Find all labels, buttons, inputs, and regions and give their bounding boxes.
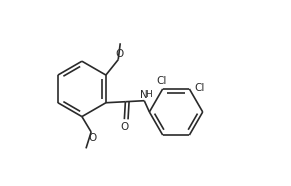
- Text: H: H: [145, 90, 152, 99]
- Text: O: O: [88, 133, 96, 143]
- Text: N: N: [140, 90, 148, 100]
- Text: O: O: [120, 122, 129, 132]
- Text: Cl: Cl: [194, 83, 205, 93]
- Text: Cl: Cl: [157, 76, 167, 86]
- Text: O: O: [115, 49, 123, 59]
